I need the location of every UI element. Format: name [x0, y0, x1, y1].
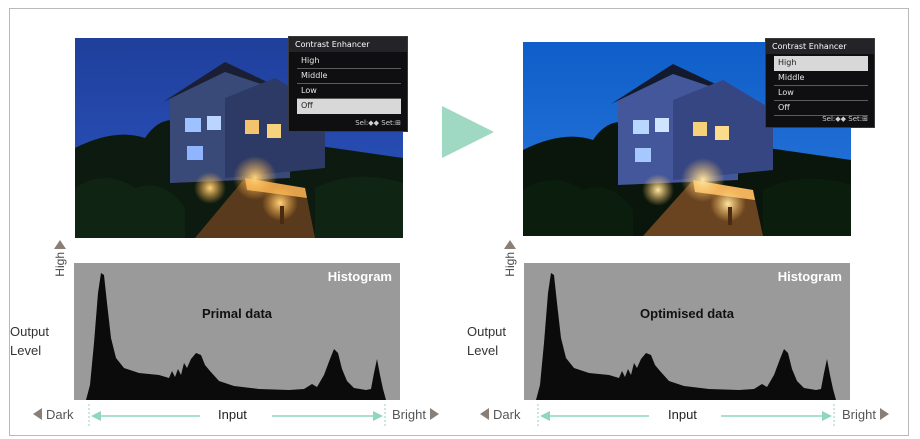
dark-label-wrap: Dark [33, 407, 73, 422]
panel-after: Contrast Enhancer High Middle Low Off Se… [450, 0, 900, 439]
dark-label-wrap: Dark [480, 407, 520, 422]
high-label: High [53, 252, 67, 277]
left-triangle-icon [480, 408, 489, 420]
contrast-enhancer-menu: Contrast Enhancer High Middle Low Off Se… [288, 36, 408, 132]
histogram-curve [536, 273, 836, 400]
up-triangle-icon [54, 240, 66, 249]
dark-label: Dark [493, 407, 521, 422]
right-triangle-icon [429, 408, 439, 420]
level-label: Level [467, 343, 499, 358]
histogram-curve [86, 273, 386, 400]
menu-footer: Sel:◆◆ Set:⊞ [822, 115, 868, 123]
input-axis-arrows [537, 404, 835, 426]
histogram-title: Histogram [777, 269, 842, 284]
bright-label: Bright [842, 407, 876, 422]
high-marker: High [52, 240, 68, 277]
input-axis-arrows [88, 404, 386, 426]
menu-item-off: Off [774, 101, 868, 116]
histogram-after: Histogram Optimised data [524, 263, 850, 400]
menu-item-high: High [297, 54, 401, 69]
menu-item-low: Low [774, 86, 868, 101]
bright-label: Bright [392, 407, 426, 422]
transform-arrow-icon [442, 106, 494, 158]
histogram-before: Histogram Primal data [74, 263, 400, 400]
left-triangle-icon [33, 408, 42, 420]
menu-title: Contrast Enhancer [289, 37, 407, 52]
high-label: High [503, 252, 517, 277]
output-level-label: Output Level [467, 322, 525, 360]
dark-label: Dark [46, 407, 74, 422]
input-label: Input [218, 407, 247, 422]
menu-item-middle: Middle [774, 71, 868, 86]
house-photo-before [75, 38, 403, 238]
histogram-data-label: Optimised data [640, 306, 734, 321]
menu-item-low: Low [297, 84, 401, 99]
histogram-data-label: Primal data [201, 306, 273, 321]
output-label: Output [467, 324, 507, 339]
level-label: Level [10, 343, 42, 358]
menu-title: Contrast Enhancer [766, 39, 874, 54]
right-triangle-icon [879, 408, 889, 420]
input-label: Input [668, 407, 697, 422]
panel-before: Contrast Enhancer High Middle Low Off Se… [0, 0, 450, 439]
bright-label-wrap: Bright [842, 407, 889, 422]
menu-footer: Sel:◆◆ Set:⊞ [355, 119, 401, 127]
menu-item-off-selected: Off [297, 99, 401, 114]
output-level-label: Output Level [10, 322, 68, 360]
menu-item-middle: Middle [297, 69, 401, 84]
histogram-title: Histogram [327, 269, 392, 284]
input-axis: Dark Input Bright [450, 404, 900, 426]
contrast-enhancer-menu: Contrast Enhancer High Middle Low Off Se… [765, 38, 875, 128]
menu-item-high-selected: High [774, 56, 868, 71]
up-triangle-icon [504, 240, 516, 249]
bright-label-wrap: Bright [392, 407, 439, 422]
input-axis: Dark Input Bright [0, 404, 450, 426]
high-marker: High [502, 240, 518, 277]
output-label: Output [10, 324, 50, 339]
